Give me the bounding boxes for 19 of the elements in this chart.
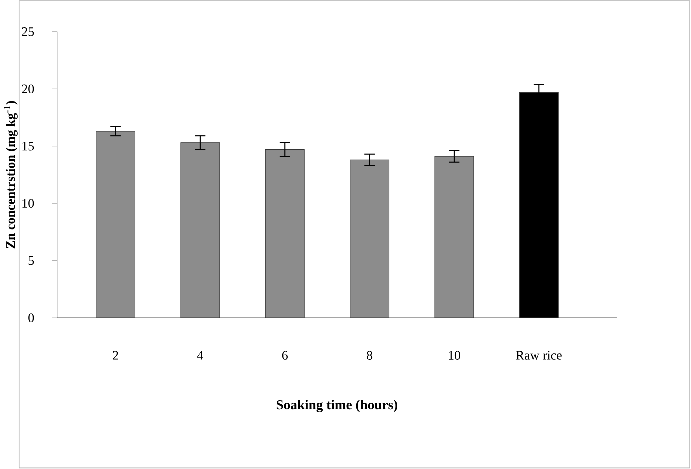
x-tick-label: 4 — [197, 351, 204, 360]
x-tick-label: 8 — [367, 351, 373, 360]
x-tick-label: 10 — [449, 351, 460, 360]
bar — [434, 156, 474, 318]
bar — [180, 142, 220, 318]
y-tick-label: 20 — [22, 84, 34, 94]
x-tick-label: Raw rice — [516, 351, 562, 360]
y-tick-label: 5 — [28, 256, 34, 266]
y-tick-label: 15 — [22, 142, 34, 151]
y-tick-label: 0 — [28, 314, 34, 322]
y-tick-label: 25 — [22, 27, 34, 36]
bar — [350, 160, 390, 318]
bar — [96, 131, 136, 318]
y-tick-label: 10 — [22, 199, 34, 208]
x-tick-label: 2 — [113, 351, 118, 360]
y-axis-title: Zn concentrstion (mg kg$^{-1}$) — [4, 101, 18, 248]
x-tick-label: 6 — [282, 351, 288, 360]
bar — [265, 149, 305, 318]
x-axis-title: Soaking time (hours) — [276, 400, 398, 412]
